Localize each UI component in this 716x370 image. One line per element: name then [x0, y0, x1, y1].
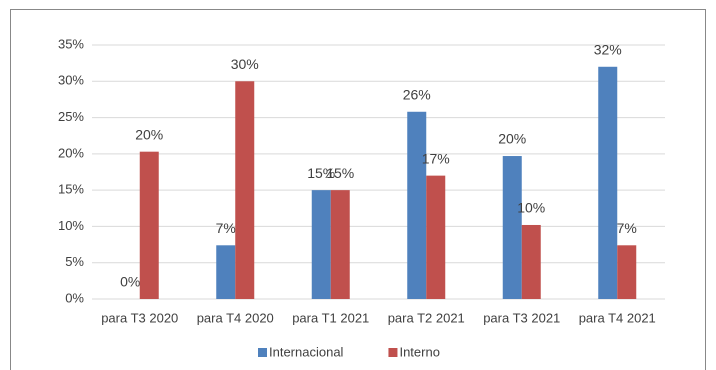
- legend-swatch: [258, 348, 267, 357]
- data-label: 20%: [498, 131, 526, 147]
- y-tick-label: 30%: [58, 73, 84, 88]
- y-tick-label: 35%: [58, 36, 84, 51]
- bar: [330, 190, 350, 299]
- x-tick-label: para T2 2021: [388, 310, 465, 325]
- data-label: 26%: [403, 86, 431, 102]
- y-tick-label: 10%: [58, 218, 84, 233]
- data-label: 20%: [135, 126, 163, 142]
- data-label: 30%: [231, 56, 259, 72]
- data-label: 32%: [594, 41, 622, 57]
- bar: [407, 111, 427, 299]
- bar: [139, 151, 159, 299]
- bar: [617, 245, 637, 299]
- data-label: 15%: [326, 165, 354, 181]
- data-label: 7%: [617, 220, 637, 236]
- y-tick-label: 20%: [58, 145, 84, 160]
- y-tick-label: 0%: [65, 290, 84, 305]
- bar: [521, 224, 541, 299]
- x-tick-label: para T3 2021: [483, 310, 560, 325]
- bar: [502, 156, 522, 299]
- bar: [311, 190, 331, 299]
- bar: [426, 175, 446, 299]
- legend-label: Internacional: [269, 344, 344, 359]
- legend-label: Interno: [399, 344, 439, 359]
- data-label: 17%: [422, 150, 450, 166]
- bar: [598, 66, 618, 300]
- data-label: 10%: [517, 200, 545, 216]
- y-tick-label: 15%: [58, 182, 84, 197]
- x-tick-label: para T4 2020: [197, 310, 274, 325]
- data-label: 7%: [216, 220, 236, 236]
- chart-frame: [10, 9, 706, 370]
- y-tick-label: 25%: [58, 109, 84, 124]
- data-label: 15%: [307, 165, 335, 181]
- legend-swatch: [388, 348, 398, 357]
- x-tick-label: para T4 2021: [579, 310, 656, 325]
- x-tick-label: para T1 2021: [292, 310, 369, 325]
- bar: [235, 81, 255, 300]
- x-tick-label: para T3 2020: [101, 310, 178, 325]
- bar: [216, 245, 236, 299]
- data-label: 0%: [120, 274, 140, 290]
- y-tick-label: 5%: [65, 254, 84, 269]
